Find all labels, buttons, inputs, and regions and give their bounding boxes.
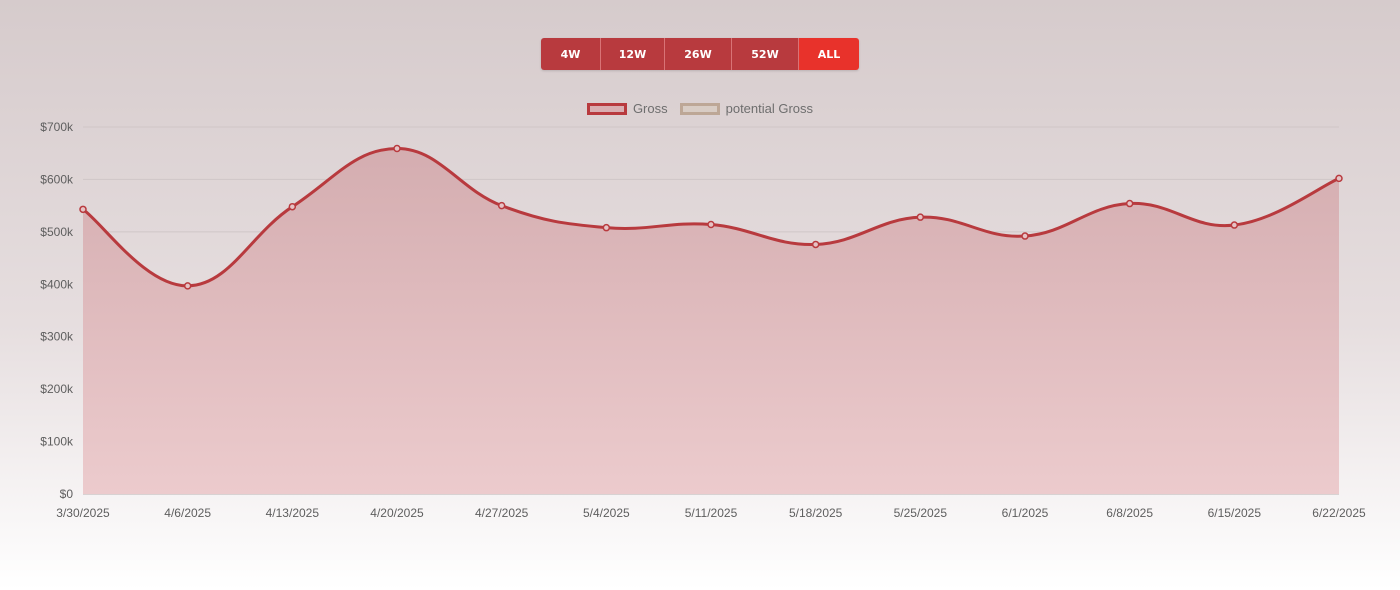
- data-point[interactable]: [707, 220, 715, 229]
- y-tick-label: $500k: [40, 225, 74, 239]
- legend-swatch-gross: [586, 102, 627, 115]
- data-point[interactable]: [916, 213, 925, 221]
- y-tick-label: $100k: [40, 435, 74, 449]
- x-tick-label: 6/15/2025: [1208, 506, 1262, 520]
- data-point[interactable]: [183, 282, 192, 290]
- x-tick-label: 4/6/2025: [164, 506, 211, 520]
- gross-area-fill: [83, 148, 1339, 494]
- legend-swatch-potential-gross: [679, 102, 720, 115]
- range-button-4w[interactable]: 4W: [541, 38, 601, 70]
- y-tick-label: $300k: [40, 330, 74, 344]
- time-range-selector: 4W 12W 26W 52W ALL: [541, 38, 859, 70]
- x-tick-label: 6/22/2025: [1312, 506, 1366, 520]
- legend-label-potential-gross: potential Gross: [725, 101, 814, 116]
- x-tick-label: 6/1/2025: [1002, 506, 1049, 520]
- y-tick-label: $0: [60, 487, 74, 501]
- y-tick-label: $600k: [40, 172, 74, 186]
- y-tick-label: $400k: [40, 277, 74, 291]
- data-point[interactable]: [1230, 221, 1239, 229]
- data-point[interactable]: [393, 144, 401, 153]
- range-button-all[interactable]: ALL: [799, 38, 859, 70]
- y-tick-label: $200k: [40, 382, 74, 396]
- legend-label-gross: Gross: [632, 101, 668, 116]
- y-tick-label: $700k: [40, 120, 74, 134]
- data-point[interactable]: [602, 223, 611, 232]
- x-tick-label: 4/20/2025: [370, 506, 424, 520]
- gross-data-points: [79, 144, 1343, 290]
- x-tick-label: 5/11/2025: [685, 506, 738, 520]
- legend-item-gross[interactable]: Gross: [586, 101, 668, 116]
- x-tick-label: 5/25/2025: [894, 506, 948, 520]
- x-tick-label: 5/4/2025: [583, 506, 630, 520]
- range-button-26w[interactable]: 26W: [665, 38, 732, 70]
- x-tick-label: 3/30/2025: [56, 506, 110, 520]
- x-tick-label: 4/13/2025: [266, 506, 320, 520]
- x-tick-label: 6/8/2025: [1106, 506, 1153, 520]
- chart-legend: Gross potential Gross: [0, 101, 1400, 116]
- range-button-52w[interactable]: 52W: [732, 38, 799, 70]
- data-point[interactable]: [79, 205, 87, 214]
- data-point[interactable]: [811, 240, 820, 249]
- data-point[interactable]: [1021, 232, 1029, 240]
- data-point[interactable]: [497, 201, 506, 210]
- x-tick-label: 4/27/2025: [475, 506, 529, 520]
- y-axis: $0 $100k $200k $300k $400k $500k $600k $700k: [40, 120, 74, 501]
- range-button-12w[interactable]: 12W: [601, 38, 665, 70]
- data-point[interactable]: [1125, 199, 1134, 208]
- data-point[interactable]: [1335, 174, 1343, 183]
- x-axis: 3/30/2025 4/6/2025 4/13/2025 4/20/2025 4/27/…: [56, 506, 1366, 520]
- legend-item-potential-gross[interactable]: potential Gross: [679, 101, 814, 116]
- data-point[interactable]: [288, 202, 297, 211]
- x-tick-label: 5/18/2025: [789, 506, 843, 520]
